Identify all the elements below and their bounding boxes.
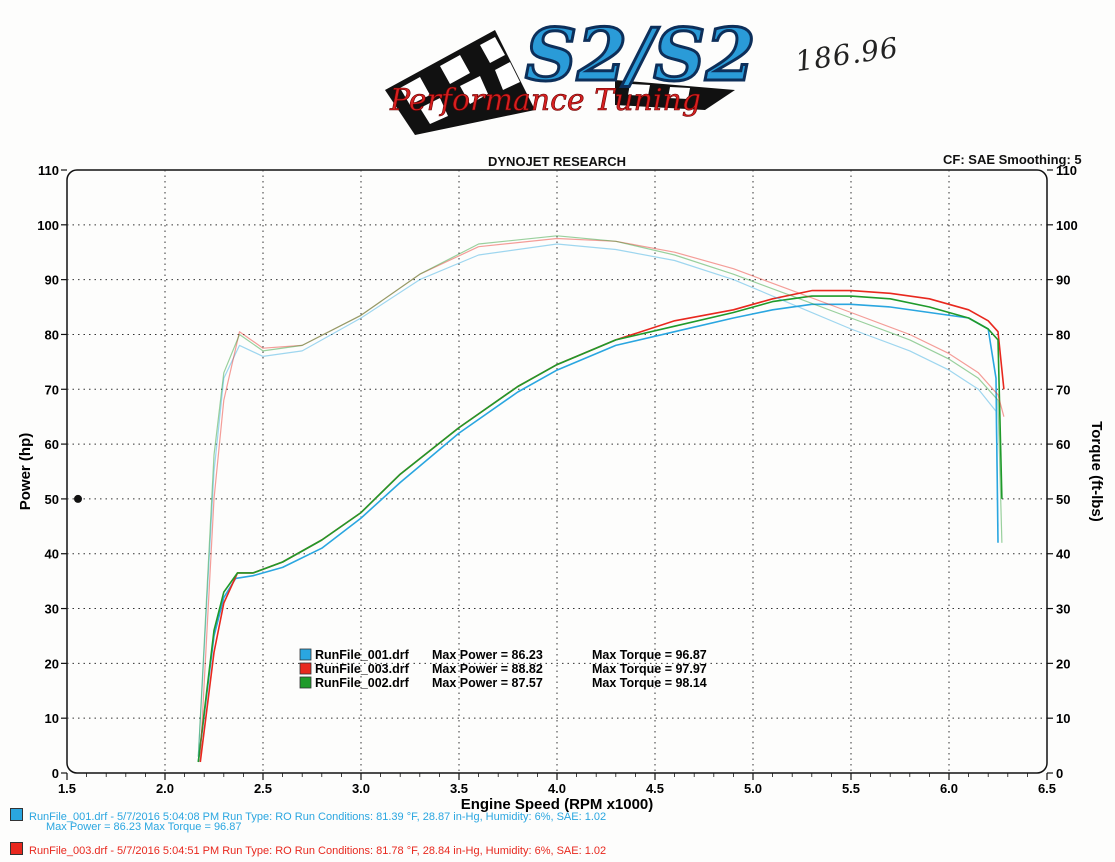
marker-dot — [74, 494, 82, 503]
y-tick-label-left: 80 — [45, 327, 59, 342]
run-001-swatch — [10, 808, 23, 821]
legend-max-torque: Max Torque = 97.97 — [592, 662, 707, 676]
x-tick-label: 5.0 — [744, 781, 762, 796]
checkered-flag-icon — [385, 30, 735, 135]
legend-swatch — [299, 662, 312, 675]
y-tick-label-right: 0 — [1056, 766, 1063, 781]
footer-run-003-text: RunFile_003.drf - 5/7/2016 5:04:51 PM Ru… — [29, 845, 607, 857]
y-tick-label-right: 110 — [1056, 163, 1077, 178]
run-003-swatch — [10, 842, 23, 855]
legend-max-torque: Max Torque = 96.87 — [592, 648, 707, 662]
svg-text:S2/S2: S2/S2 — [525, 12, 755, 97]
y-axis-title-right: Torque (ft-lbs) — [1088, 421, 1105, 522]
x-tick-label: 5.5 — [842, 781, 860, 796]
footer-run-003: RunFile_003.drf - 5/7/2016 5:04:51 PM Ru… — [10, 842, 606, 857]
x-tick-label: 4.5 — [646, 781, 664, 796]
y-tick-label-right: 30 — [1056, 602, 1070, 617]
x-tick-label: 2.0 — [156, 781, 174, 796]
power-series-line — [199, 289, 1005, 763]
y-tick-label-right: 70 — [1056, 382, 1070, 397]
x-tick-label: 6.0 — [940, 781, 958, 796]
x-axis-title: Engine Speed (RPM x1000) — [461, 796, 654, 813]
y-tick-label-left: 60 — [45, 437, 59, 452]
legend-swatch — [299, 648, 312, 661]
footer-run-001-max: Max Power = 86.23 Max Torque = 96.87 — [46, 821, 242, 833]
legend-file: RunFile_001.drf — [315, 648, 410, 662]
y-axis-title-left: Power (hp) — [17, 433, 34, 511]
torque-series-line — [199, 237, 1005, 757]
power-series-line — [197, 295, 1003, 763]
y-tick-label-left: 40 — [45, 547, 59, 562]
x-tick-label: 4.0 — [548, 781, 566, 796]
y-tick-label-right: 20 — [1056, 656, 1070, 671]
y-tick-label-right: 40 — [1056, 547, 1070, 562]
chart-title: DYNOJET RESEARCH — [488, 154, 626, 169]
y-tick-label-left: 30 — [45, 602, 59, 617]
legend-swatch — [299, 676, 312, 689]
y-tick-label-right: 90 — [1056, 273, 1070, 288]
y-tick-label-left: 90 — [45, 273, 59, 288]
y-tick-label-right: 10 — [1056, 711, 1070, 726]
torque-series-line — [197, 243, 999, 757]
legend-file: RunFile_003.drf — [315, 662, 410, 676]
correction-factor-info: CF: SAE Smoothing: 5 — [943, 152, 1082, 167]
power-series-line — [197, 303, 999, 763]
x-tick-label: 3.5 — [450, 781, 468, 796]
y-tick-label-right: 100 — [1056, 218, 1078, 233]
y-tick-label-left: 10 — [45, 711, 59, 726]
y-tick-label-left: 20 — [45, 656, 59, 671]
y-tick-label-right: 80 — [1056, 327, 1070, 342]
y-tick-label-left: 110 — [38, 163, 59, 178]
legend-max-power: Max Power = 87.57 — [432, 676, 543, 690]
y-tick-label-right: 60 — [1056, 437, 1070, 452]
legend-max-power: Max Power = 86.23 — [432, 648, 543, 662]
y-tick-label-left: 100 — [37, 218, 59, 233]
legend-file: RunFile_002.drf — [315, 676, 410, 690]
x-tick-label: 6.5 — [1038, 781, 1056, 796]
legend-max-torque: Max Torque = 98.14 — [592, 676, 707, 690]
y-tick-label-left: 70 — [45, 382, 59, 397]
y-tick-label-left: 0 — [52, 766, 59, 781]
x-tick-label: 3.0 — [352, 781, 370, 796]
y-tick-label-left: 50 — [45, 492, 59, 507]
svg-text:Performance Tuning: Performance Tuning — [389, 83, 701, 118]
y-tick-label-right: 50 — [1056, 492, 1070, 507]
x-tick-label: 1.5 — [58, 781, 76, 796]
footer-run-001-text: RunFile_001.drf - 5/7/2016 5:04:08 PM Ru… — [29, 811, 607, 823]
logo: S2/S2 Performance Tuning — [385, 11, 755, 135]
x-tick-label: 2.5 — [254, 781, 272, 796]
legend-max-power: Max Power = 88.82 — [432, 662, 543, 676]
torque-series-line — [197, 235, 1003, 757]
footer-run-001: RunFile_001.drf - 5/7/2016 5:04:08 PM Ru… — [10, 808, 606, 823]
